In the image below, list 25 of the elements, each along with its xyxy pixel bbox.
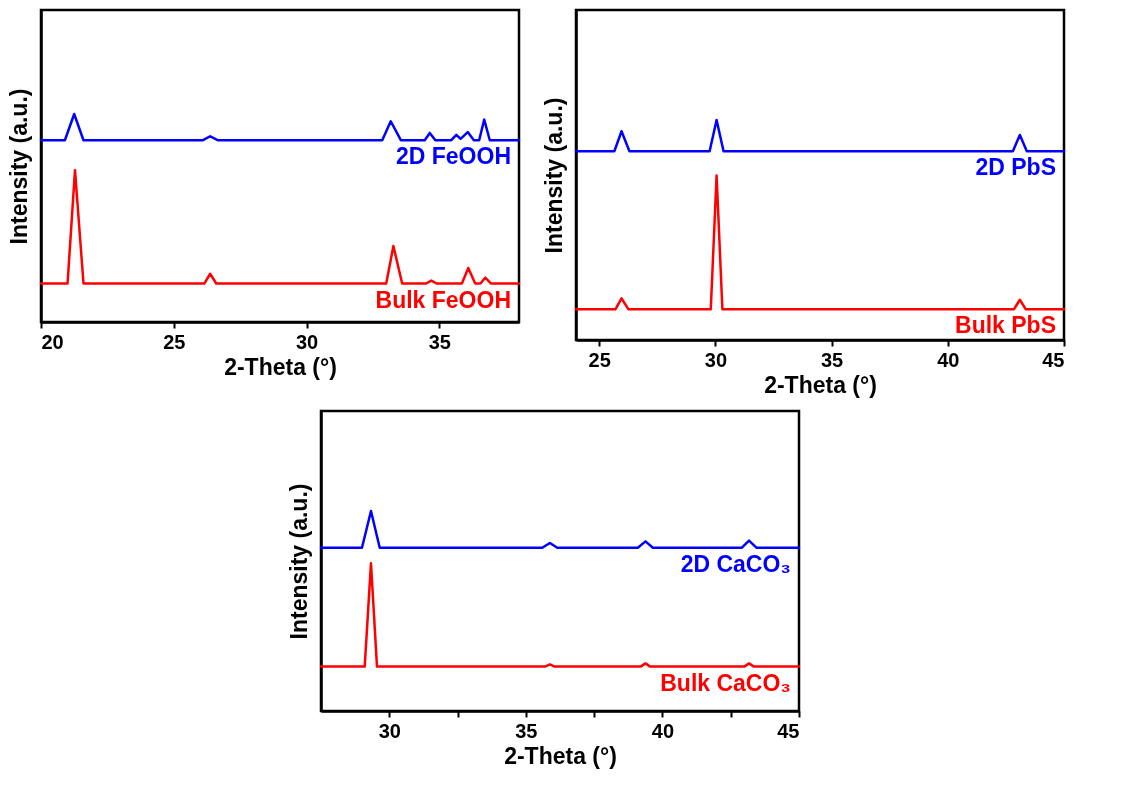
series-label: 2D CaCO₃ — [680, 550, 791, 577]
y-axis-title: Intensity (a.u.) — [5, 88, 32, 245]
x-tick-label: 30 — [378, 719, 401, 742]
x-tick-label: 25 — [163, 330, 186, 353]
x-tick-label: 30 — [295, 330, 319, 353]
x-tick-label: 40 — [651, 719, 675, 742]
series-label: 2D PbS — [975, 154, 1056, 181]
x-tick-label: 20 — [41, 330, 64, 353]
x-tick-label: 45 — [1042, 348, 1065, 371]
series-label: 2D FeOOH — [395, 143, 511, 170]
series-label: Bulk CaCO₃ — [660, 669, 791, 696]
x-tick-label: 35 — [428, 330, 451, 353]
x-tick-label: 35 — [820, 348, 844, 371]
x-axis-title: 2-Theta (°) — [224, 353, 337, 380]
x-tick-label: 25 — [588, 348, 611, 371]
series-label: Bulk FeOOH — [375, 286, 511, 313]
y-axis-title: Intensity (a.u.) — [540, 97, 567, 254]
series-label: Bulk PbS — [955, 312, 1056, 339]
x-tick-label: 40 — [937, 348, 960, 371]
x-axis-title: 2-Theta (°) — [504, 742, 617, 769]
x-axis-title: 2-Theta (°) — [764, 371, 877, 398]
y-axis-title: Intensity (a.u.) — [285, 483, 312, 640]
x-tick-label: 30 — [704, 348, 728, 371]
x-tick-label: 45 — [777, 719, 800, 742]
x-tick-label: 35 — [515, 719, 538, 742]
